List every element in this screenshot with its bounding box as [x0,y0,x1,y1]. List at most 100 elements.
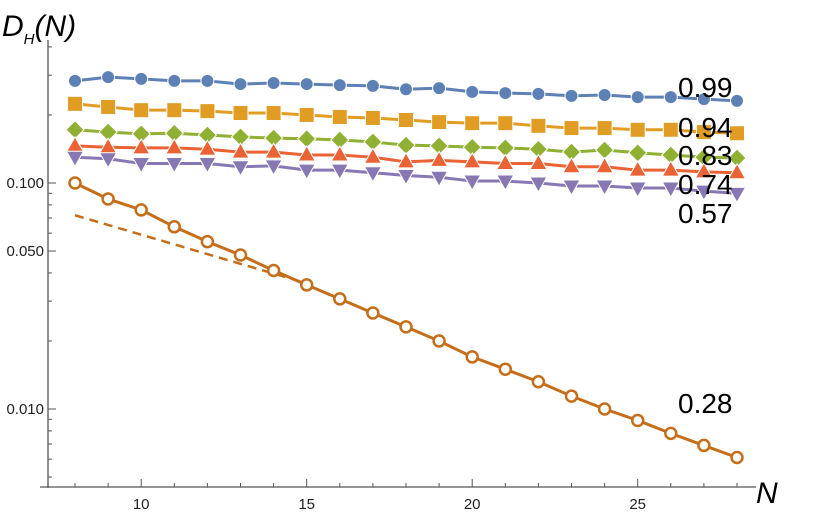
data-point [431,114,448,131]
series-label-0.94: 0.94 [678,112,733,143]
data-point [630,90,645,105]
data-point [299,278,314,292]
data-point [266,263,281,278]
data-point [595,156,614,174]
data-point [264,159,283,176]
data-point [265,105,282,122]
data-point [595,179,614,197]
data-point [167,73,182,88]
data-point [200,73,215,88]
data-point [597,88,612,103]
data-point [366,306,380,320]
data-point [432,81,447,96]
data-point [264,142,283,159]
data-point [232,105,249,122]
data-point [131,156,151,174]
data-point [164,156,184,174]
series-group [65,70,747,465]
data-point [462,151,482,169]
y-axis-title: DH(N) [2,10,76,48]
series-0.74 [65,135,747,180]
data-point [530,117,547,134]
data-point [663,90,678,105]
data-point [495,174,515,192]
data-point [364,109,381,126]
data-point [67,95,83,112]
data-point [133,102,150,119]
data-point [531,375,546,389]
data-point [697,438,711,453]
data-point [730,450,744,465]
data-point [529,176,548,194]
data-point [664,426,678,441]
series-label-0.83: 0.83 [678,140,733,171]
data-point [396,168,416,186]
series-label-0.28: 0.28 [678,388,733,419]
data-point [399,320,413,334]
data-point [198,156,217,174]
data-point [233,248,248,262]
data-point [661,160,681,177]
x-tick-label: 10 [133,496,150,513]
data-point [233,77,248,92]
data-point [628,160,648,177]
data-point [166,102,183,119]
data-point [68,73,82,88]
data-point [630,413,645,428]
data-point [330,163,350,181]
data-point [596,120,613,137]
data-point [563,120,580,137]
data-point [363,147,383,164]
data-point [65,150,85,168]
data-point [696,92,711,107]
series-label-0.99: 0.99 [678,72,733,103]
data-point [134,71,149,86]
series-label-0.74: 0.74 [678,169,733,200]
series-label-0.57: 0.57 [678,198,733,229]
data-point [331,108,348,125]
data-point [465,350,479,364]
data-point [199,103,216,120]
axes: 10 15 20 25 0.100 0.050 0.010 [6,40,756,513]
data-point [628,181,648,199]
data-point [332,78,347,93]
data-point [564,88,579,103]
data-point [727,162,747,180]
data-point [498,86,513,101]
data-point [662,121,679,138]
data-point [495,153,515,170]
data-point [462,174,482,192]
series-0.94 [67,95,745,142]
data-point [529,153,548,170]
data-point [68,176,82,190]
data-point [298,106,315,123]
data-point [464,115,481,132]
series-0.99 [68,70,744,108]
data-point [333,292,347,306]
data-point [167,220,182,234]
data-point [727,186,747,204]
data-point [398,112,414,129]
data-point [396,135,416,155]
data-point [330,144,350,162]
data-point [562,179,581,197]
data-point [101,70,116,85]
data-point [594,140,615,160]
x-tick-label: 20 [464,496,481,513]
data-point [131,137,151,155]
series-0.28 [68,176,744,465]
data-point [562,156,581,174]
data-point [429,150,449,167]
data-point [299,77,314,92]
data-point [694,161,714,179]
data-point [627,143,648,163]
y-tick-label: 0.050 [6,243,44,260]
data-point [65,135,85,153]
data-point [465,84,480,99]
data-point [365,78,380,93]
x-tick-label: 25 [629,496,646,513]
data-point [134,203,148,217]
data-point [661,181,681,199]
data-point [730,93,744,108]
